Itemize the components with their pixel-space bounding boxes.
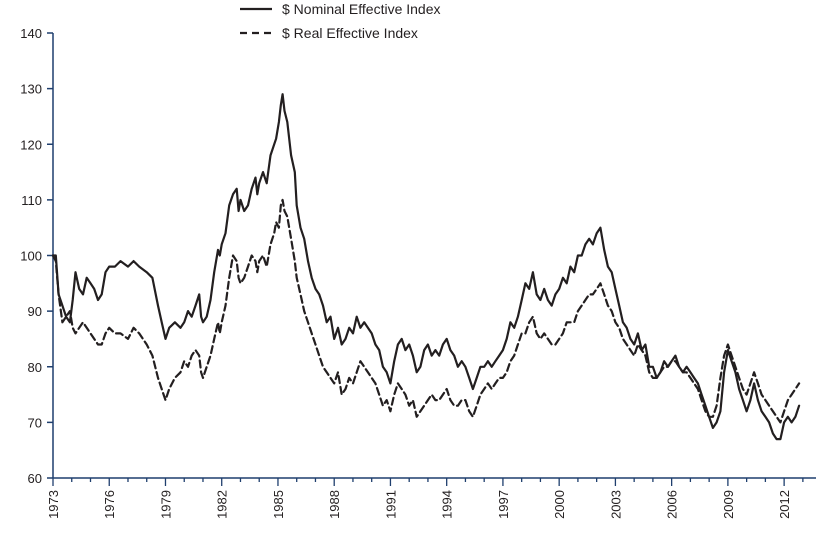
plot-area: 60 70 80 90 100 110 120 130 140 1973 1976 1979 1982…: [20, 26, 816, 519]
y-axis: 60 70 80 90 100 110 120 130 140: [20, 26, 54, 486]
series-line-real: [51, 198, 801, 424]
x-tick-label: 1997: [496, 490, 511, 519]
x-tick-label: 1973: [46, 490, 61, 519]
x-tick-label: 1985: [271, 490, 286, 519]
legend-item-nominal: $ Nominal Effective Index: [240, 1, 441, 17]
legend-item-real: $ Real Effective Index: [240, 25, 418, 41]
legend-label-nominal: $ Nominal Effective Index: [282, 1, 441, 17]
x-tick-label: 2009: [721, 490, 736, 519]
y-tick-label: 100: [20, 249, 42, 264]
x-tick-label: 1976: [102, 490, 117, 519]
y-tick-label: 60: [28, 471, 42, 486]
series-line-nominal: [51, 93, 801, 441]
x-tick-label: 2006: [665, 490, 680, 519]
x-tick-label: 1994: [440, 490, 455, 519]
y-tick-label: 120: [20, 137, 42, 152]
y-tick-label: 110: [21, 193, 42, 208]
x-tick-label: 1988: [327, 490, 342, 519]
y-tick-label: 140: [20, 26, 42, 41]
y-tick-label: 90: [28, 304, 42, 319]
y-tick-label: 130: [20, 82, 42, 97]
x-tick-label: 2003: [608, 490, 623, 519]
x-axis: 1973 1976 1979 1982 1985 1988 1991 1994 1997 2000…: [46, 477, 816, 519]
y-tick-label: 70: [28, 415, 42, 430]
x-tick-label: 1991: [383, 490, 398, 519]
y-tick-label: 80: [28, 360, 42, 375]
series-layer: [51, 93, 801, 441]
legend: $ Nominal Effective Index $ Real Effecti…: [240, 1, 441, 41]
x-tick-label: 2000: [552, 490, 567, 519]
legend-label-real: $ Real Effective Index: [282, 25, 418, 41]
x-tick-label: 1979: [158, 490, 173, 519]
x-tick-label: 1982: [215, 490, 230, 519]
x-tick-label: 2012: [777, 490, 792, 519]
